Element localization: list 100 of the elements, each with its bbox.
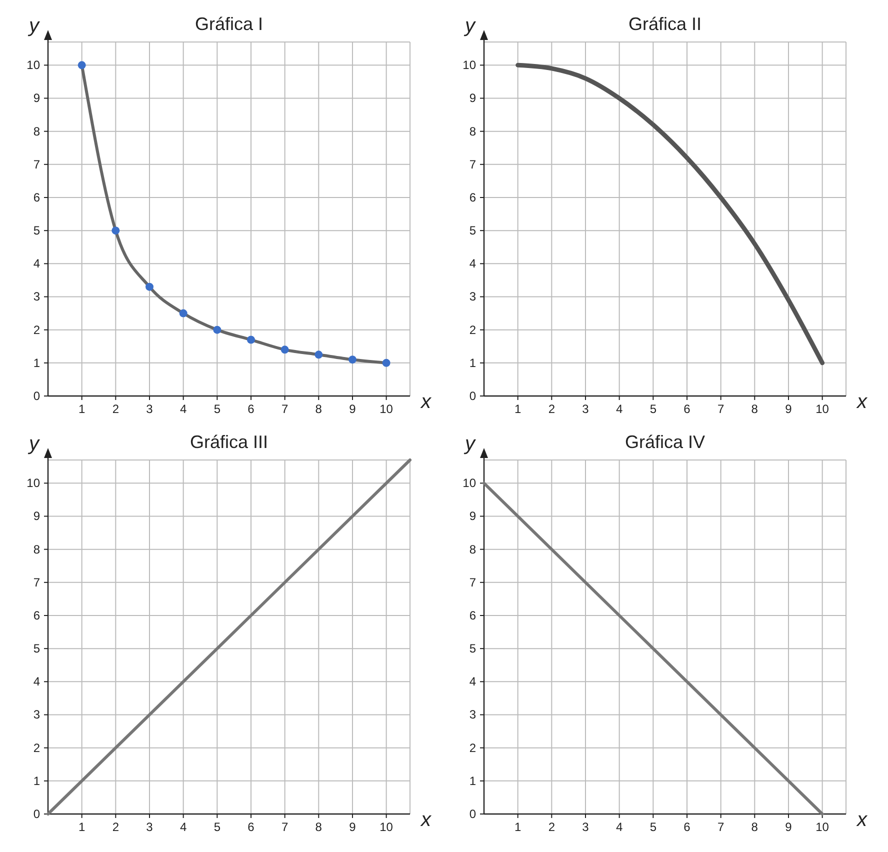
x-axis-title: x xyxy=(420,809,432,831)
x-tick-label: 4 xyxy=(180,402,187,416)
y-tick-label: 7 xyxy=(469,157,476,172)
chart-title: Gráfica IV xyxy=(624,432,706,452)
x-tick-label: 5 xyxy=(650,820,657,834)
y-tick-label: 6 xyxy=(33,190,40,204)
y-tick-label: 10 xyxy=(462,58,476,72)
point xyxy=(213,326,222,334)
x-tick-label: 8 xyxy=(315,402,322,416)
chart-title: Gráfica I xyxy=(194,14,264,34)
point xyxy=(348,356,356,364)
point xyxy=(382,358,390,367)
x-tick-label: 8 xyxy=(751,402,758,416)
y-tick-label: 5 xyxy=(33,224,40,238)
y-tick-label: 8 xyxy=(33,124,40,138)
y-tick-label: 1 xyxy=(33,356,40,370)
y-tick-label: 2 xyxy=(33,322,40,337)
point xyxy=(145,282,154,291)
x-tick-label: 7 xyxy=(717,820,724,834)
x-tick-label: 6 xyxy=(684,402,691,416)
x-tick-label: 10 xyxy=(816,820,830,834)
x-tick-label: 1 xyxy=(514,402,522,416)
x-axis-title: x xyxy=(856,809,868,831)
y-axis-title: y xyxy=(27,433,40,455)
y-tick-label: 4 xyxy=(469,674,476,689)
x-tick-label: 8 xyxy=(315,820,322,834)
x-tick-label: 5 xyxy=(214,820,221,834)
x-tick-label: 6 xyxy=(248,402,255,416)
x-tick-label: 4 xyxy=(180,820,187,834)
x-tick-label: 5 xyxy=(650,402,657,416)
point xyxy=(314,350,323,359)
x-tick-label: 9 xyxy=(785,402,792,416)
x-tick-label: 8 xyxy=(751,820,758,834)
y-axis-title: y xyxy=(27,15,40,37)
point xyxy=(280,346,289,354)
y-tick-label: 9 xyxy=(469,91,476,106)
y-tick-label: 5 xyxy=(469,642,476,656)
y-tick-label: 9 xyxy=(469,509,476,524)
x-tick-label: 6 xyxy=(248,820,255,834)
y-tick-label: 0 xyxy=(469,807,476,821)
x-tick-label: 7 xyxy=(281,820,288,834)
y-tick-label: 0 xyxy=(33,389,40,403)
y-tick-label: 2 xyxy=(469,322,476,337)
y-tick-label: 9 xyxy=(33,91,40,106)
x-tick-label: 7 xyxy=(717,402,724,416)
y-tick-label: 7 xyxy=(33,157,40,172)
y-axis-title: y xyxy=(463,433,476,455)
x-tick-label: 1 xyxy=(514,820,522,834)
y-tick-label: 8 xyxy=(33,542,40,556)
x-tick-label: 4 xyxy=(616,402,623,416)
y-tick-label: 4 xyxy=(33,674,40,689)
y-tick-label: 4 xyxy=(469,256,476,271)
y-tick-label: 8 xyxy=(469,542,476,556)
y-tick-label: 10 xyxy=(26,476,40,490)
y-tick-label: 1 xyxy=(469,774,476,788)
y-tick-label: 5 xyxy=(469,224,476,238)
y-tick-label: 3 xyxy=(33,708,40,722)
y-tick-label: 7 xyxy=(469,575,476,590)
y-tick-label: 10 xyxy=(26,58,40,72)
y-tick-label: 2 xyxy=(33,740,40,755)
x-tick-label: 2 xyxy=(548,820,556,834)
x-tick-label: 3 xyxy=(582,820,590,834)
line-series xyxy=(516,62,825,366)
y-tick-label: 9 xyxy=(33,509,40,524)
x-tick-label: 1 xyxy=(78,402,86,416)
y-tick-label: 0 xyxy=(33,807,40,821)
y-tick-label: 1 xyxy=(33,774,40,788)
y-tick-label: 7 xyxy=(33,575,40,590)
x-tick-label: 10 xyxy=(816,402,830,416)
x-tick-label: 7 xyxy=(281,402,288,416)
x-tick-label: 3 xyxy=(146,820,154,834)
x-tick-label: 5 xyxy=(214,402,221,416)
x-tick-label: 10 xyxy=(380,402,394,416)
y-tick-label: 6 xyxy=(33,608,40,622)
y-tick-label: 0 xyxy=(469,389,476,403)
y-tick-label: 5 xyxy=(33,642,40,656)
x-tick-label: 9 xyxy=(349,402,356,416)
x-tick-label: 1 xyxy=(78,820,86,834)
x-axis-title: x xyxy=(420,391,432,413)
y-tick-label: 6 xyxy=(469,608,476,622)
y-tick-label: 1 xyxy=(469,356,476,370)
x-tick-label: 2 xyxy=(112,820,120,834)
x-tick-label: 9 xyxy=(349,820,356,834)
point xyxy=(112,226,120,235)
y-tick-label: 8 xyxy=(469,124,476,138)
chart-title: Gráfica II xyxy=(628,14,702,34)
y-tick-label: 4 xyxy=(33,256,40,271)
y-tick-label: 3 xyxy=(469,708,476,722)
point xyxy=(179,309,188,318)
point xyxy=(246,336,255,344)
point xyxy=(78,61,86,70)
x-tick-label: 2 xyxy=(548,402,556,416)
chart-title: Gráfica III xyxy=(190,432,268,452)
x-tick-label: 9 xyxy=(785,820,792,834)
y-tick-label: 3 xyxy=(469,290,476,304)
x-tick-label: 2 xyxy=(112,402,120,416)
y-tick-label: 2 xyxy=(469,740,476,755)
x-tick-label: 3 xyxy=(146,402,154,416)
x-tick-label: 3 xyxy=(582,402,590,416)
y-tick-label: 6 xyxy=(469,190,476,204)
